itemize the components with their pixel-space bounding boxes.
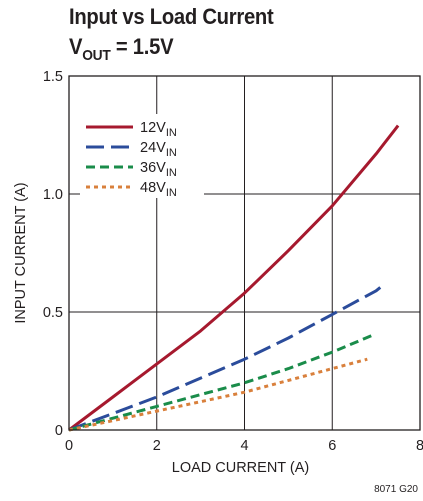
subtitle-subscript: OUT [82, 47, 111, 64]
x-tick-label: 2 [153, 438, 161, 454]
series-line-24v [68, 282, 386, 432]
y-tick-label: 0 [55, 423, 63, 439]
tick-labels: 0 2 4 6 8 0 0.5 1.0 1.5 [43, 69, 423, 454]
y-tick-label: 0.5 [43, 305, 63, 321]
plot-frame [68, 75, 421, 431]
figure-code: 8071 G20 [374, 484, 418, 495]
series-line-12v [68, 124, 400, 432]
y-tick-label: 1.5 [43, 69, 63, 85]
y-axis-label: INPUT CURRENT (A) [13, 182, 29, 323]
x-axis-label: LOAD CURRENT (A) [172, 460, 310, 476]
series-line-36v [68, 334, 373, 432]
y-tick-label: 1.0 [43, 187, 63, 203]
subtitle-suffix: = 1.5V [110, 34, 174, 59]
legend-label: 24VIN [140, 140, 177, 159]
subtitle-prefix: V [69, 34, 83, 59]
series-layer [68, 124, 400, 432]
chart-subtitle: VOUT = 1.5V [69, 34, 174, 64]
legend-label: 12VIN [140, 120, 177, 139]
legend-label: 36VIN [140, 160, 177, 179]
chart-title: Input vs Load Current [69, 4, 274, 29]
x-tick-label: 8 [416, 438, 423, 454]
legend-label: 48VIN [140, 180, 177, 199]
x-tick-label: 0 [65, 438, 73, 454]
x-tick-label: 6 [328, 438, 336, 454]
x-tick-label: 4 [240, 438, 248, 454]
